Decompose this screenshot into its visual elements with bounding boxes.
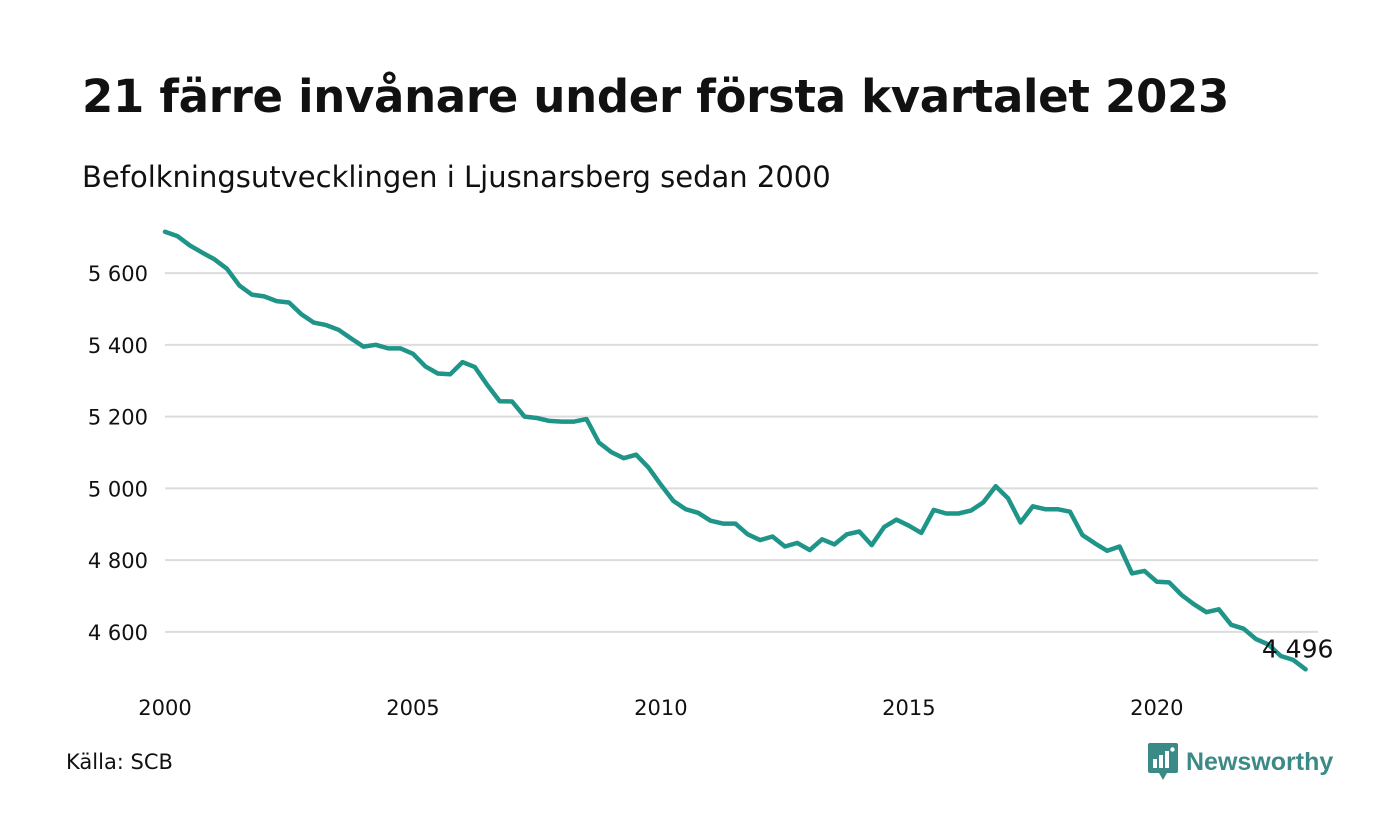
x-tick-label: 2005 [386,696,439,720]
y-tick-label: 4 800 [88,549,148,573]
x-axis-tick-labels: 2000 2005 2010 2015 2020 [138,696,1183,720]
y-tick-label: 5 400 [88,334,148,358]
series-layer [162,229,1308,672]
chart-title: 21 färre invånare under första kvartalet… [82,70,1229,123]
x-tick-label: 2020 [1130,696,1183,720]
x-tick-label: 2010 [634,696,687,720]
y-tick-label: 5 600 [88,262,148,286]
y-tick-label: 5 200 [88,406,148,430]
x-tick-label: 2000 [138,696,191,720]
brand-logo: Newsworthy [1148,742,1333,782]
y-tick-label: 4 600 [88,621,148,645]
chart-subtitle: Befolkningsutvecklingen i Ljusnarsberg s… [82,160,831,194]
data-labels: 4 496 [1262,634,1334,663]
series-line [162,229,1308,672]
last-value-label: 4 496 [1262,634,1334,663]
y-axis-tick-labels: 4 600 4 800 5 000 5 200 5 400 5 600 [88,262,148,645]
brand-name: Newsworthy [1186,747,1334,776]
newsworthy-logo-icon [1148,743,1178,780]
y-tick-label: 5 000 [88,477,148,501]
source-note: Källa: SCB [66,750,173,774]
gridlines [165,272,1318,633]
x-tick-label: 2015 [882,696,935,720]
